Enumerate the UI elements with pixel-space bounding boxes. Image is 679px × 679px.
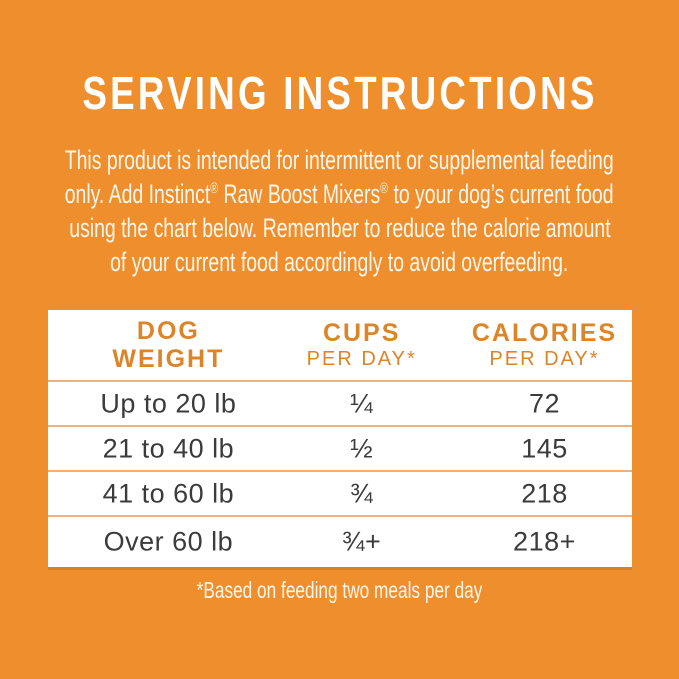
intro-line-3: using the chart below. Remember to reduc… bbox=[68, 213, 611, 243]
cups-header-subtitle: PER DAY* bbox=[306, 348, 417, 370]
cups-cell: ¼ bbox=[350, 388, 374, 418]
dog-weight-column-header: DOG WEIGHT bbox=[112, 317, 224, 373]
intro-line-2: only. Add Instinct® Raw Boost Mixers® to… bbox=[65, 179, 614, 209]
cups-header-title: CUPS bbox=[322, 319, 401, 347]
calories-per-day-column-header: CALORIES PER DAY* bbox=[472, 319, 617, 371]
calories-cell: 218+ bbox=[513, 526, 576, 557]
cups-cell: ½ bbox=[350, 433, 374, 463]
feeding-chart-table: DOG WEIGHT CUPS PER DAY* CALORIES PER DA… bbox=[47, 310, 632, 567]
feeding-footnote: *Based on feeding two meals per day bbox=[196, 577, 483, 603]
weight-cell: Up to 20 lb bbox=[100, 388, 237, 418]
calories-cell: 218 bbox=[521, 478, 568, 508]
calories-header-title: CALORIES bbox=[471, 319, 618, 347]
cups-per-day-column-header: CUPS PER DAY* bbox=[307, 319, 417, 371]
table-row-21-to-40lb: 21 to 40 lb ½ 145 bbox=[47, 425, 632, 470]
dog-weight-header-line2: WEIGHT bbox=[112, 345, 225, 373]
serving-instructions-title: SERVING INSTRUCTIONS bbox=[81, 67, 598, 119]
intro-line-1: This product is intended for intermitten… bbox=[65, 145, 614, 175]
calories-cell: 72 bbox=[528, 388, 560, 418]
intro-line-4: of your current food accordingly to avoi… bbox=[110, 247, 569, 277]
weight-cell: 21 to 40 lb bbox=[102, 433, 235, 463]
title-row: SERVING INSTRUCTIONS bbox=[0, 0, 679, 116]
weight-cell: 41 to 60 lb bbox=[102, 478, 235, 508]
calories-header-subtitle: PER DAY* bbox=[489, 348, 600, 370]
table-row-up-to-20lb: Up to 20 lb ¼ 72 bbox=[47, 380, 632, 425]
table-header-row: DOG WEIGHT CUPS PER DAY* CALORIES PER DA… bbox=[48, 310, 632, 380]
calories-cell: 145 bbox=[521, 433, 568, 463]
cups-cell: ¾+ bbox=[342, 526, 382, 557]
table-row-41-to-60lb: 41 to 60 lb ¾ 218 bbox=[47, 470, 632, 515]
footnote-row: *Based on feeding two meals per day bbox=[0, 576, 679, 604]
table-row-over-60lb: Over 60 lb ¾+ 218+ bbox=[47, 515, 632, 567]
dog-weight-header-line1: DOG bbox=[136, 317, 200, 345]
weight-cell: Over 60 lb bbox=[103, 526, 234, 557]
feeding-intro-paragraph: This product is intended for intermitten… bbox=[0, 143, 679, 279]
cups-cell: ¾ bbox=[350, 478, 374, 508]
